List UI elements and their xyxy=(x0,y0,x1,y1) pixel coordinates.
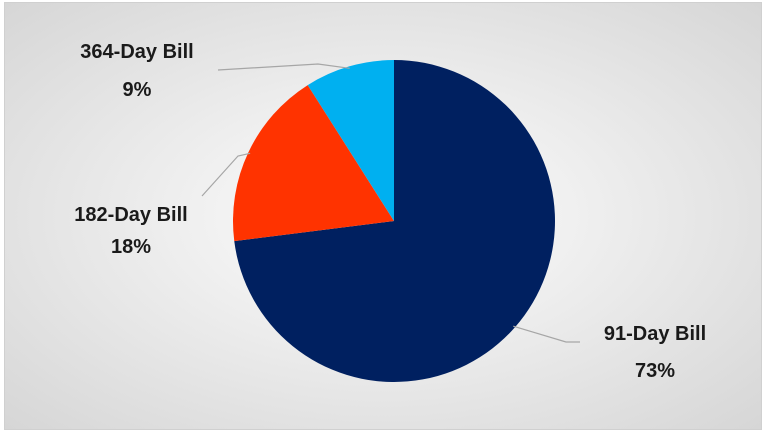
label-182-day-bill-value: 18% xyxy=(111,236,151,258)
pie-slice-91-day-bill xyxy=(234,60,556,382)
pie-slice-182-day-bill xyxy=(233,85,394,242)
pie-slice-364-day-bill xyxy=(307,60,394,221)
leader-line-91-day-bill xyxy=(513,325,580,343)
label-182-day-bill-name: 182-Day Bill xyxy=(74,204,187,226)
label-364-day-bill-name: 364-Day Bill xyxy=(80,41,193,63)
leader-lines xyxy=(201,63,580,343)
leader-line-182-day-bill xyxy=(201,152,251,197)
leader-line-364-day-bill xyxy=(217,63,350,71)
label-364-day-bill-value: 9% xyxy=(123,79,152,101)
label-91-day-bill-value: 73% xyxy=(635,360,675,382)
pie-slices xyxy=(233,60,556,382)
label-91-day-bill-name: 91-Day Bill xyxy=(604,323,706,345)
